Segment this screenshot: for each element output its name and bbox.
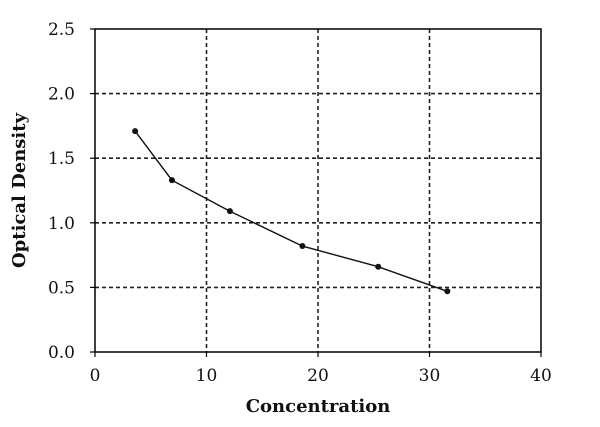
series [132,128,451,295]
x-tick-label: 10 [196,366,218,386]
series-line [134,130,448,292]
grid [95,29,541,352]
y-tick-label: 1.5 [48,149,75,169]
data-point [299,243,306,250]
data-point [132,128,139,135]
y-tick-label: 2.5 [48,20,75,40]
x-tick-label: 20 [307,366,329,386]
y-tick-label: 2.0 [48,85,75,105]
data-point [375,263,382,270]
x-tick-label: 0 [90,366,101,386]
data-point [168,177,175,184]
y-tick-label: 0.5 [48,278,75,298]
x-tick-label: 40 [530,366,552,386]
y-tick-label: 0.0 [48,343,75,363]
x-tick-label: 30 [419,366,441,386]
y-axis-title: Optical Density [9,112,30,268]
x-axis-title: Concentration [246,396,391,417]
ticks: 0 10 20 30 40 0.0 0.5 1.0 1.5 2.0 2.5 [48,20,552,386]
y-tick-label: 1.0 [48,214,75,234]
data-point [226,208,233,215]
data-point [444,288,451,295]
